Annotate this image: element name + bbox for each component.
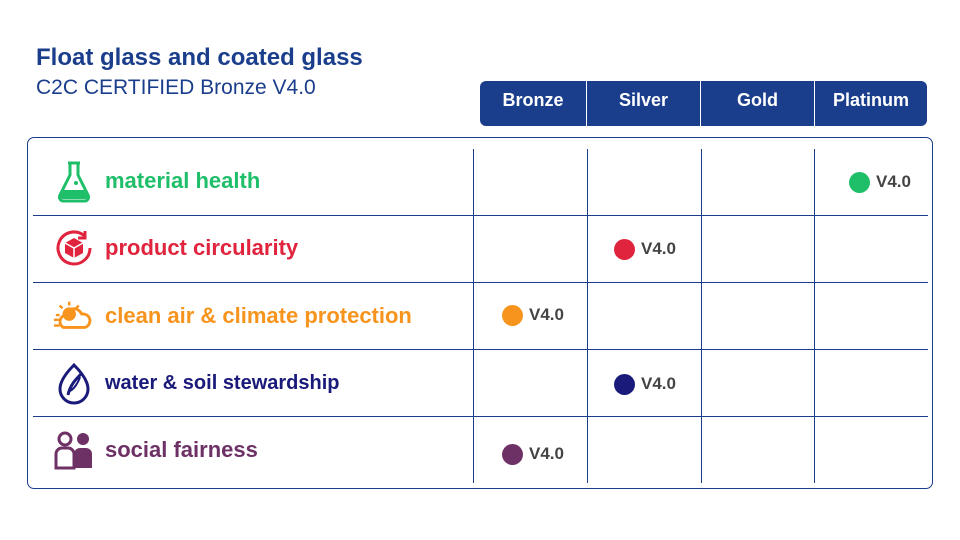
level-gold-header: Gold xyxy=(700,81,814,126)
level-bronze-header: Bronze xyxy=(502,90,564,110)
page-title: Float glass and coated glass xyxy=(36,44,363,71)
certification-subtitle: C2C CERTIFIED Bronze V4.0 xyxy=(36,76,316,99)
status-dot xyxy=(849,171,870,193)
recycle-cube-icon xyxy=(52,226,96,270)
category-label: social fairness xyxy=(105,437,258,462)
category-water-soil: water & soil stewardship xyxy=(52,361,340,405)
grid-line xyxy=(701,149,702,483)
status-dot xyxy=(614,373,635,395)
version-label: V4.0 xyxy=(529,305,564,324)
category-label: product circularity xyxy=(105,235,299,260)
grid-line xyxy=(587,149,588,483)
scorecard-table xyxy=(27,137,933,489)
version-label: V4.0 xyxy=(876,172,911,191)
status-dot xyxy=(502,443,523,465)
level-mark-clean-air: V4.0 xyxy=(502,304,564,326)
level-header-bar: Bronze Silver Gold Platinum xyxy=(480,81,927,126)
row-divider xyxy=(33,416,928,417)
level-mark-product-circularity: V4.0 xyxy=(614,238,676,260)
category-label: water & soil stewardship xyxy=(105,371,340,394)
status-dot xyxy=(502,304,523,326)
level-mark-material-health: V4.0 xyxy=(849,171,911,193)
level-platinum-header: Platinum xyxy=(814,81,927,126)
row-divider xyxy=(33,282,928,283)
people-icon xyxy=(52,428,96,472)
category-clean-air: clean air & climate protection xyxy=(52,294,412,338)
version-label: V4.0 xyxy=(529,444,564,463)
category-label: clean air & climate protection xyxy=(105,303,412,328)
category-label: material health xyxy=(105,168,261,193)
grid-line xyxy=(814,149,815,483)
row-divider xyxy=(33,349,928,350)
row-divider xyxy=(33,215,928,216)
level-mark-social-fairness: V4.0 xyxy=(502,443,564,465)
leaf-drop-icon xyxy=(52,361,96,405)
category-product-circularity: product circularity xyxy=(52,226,298,270)
category-social-fairness: social fairness xyxy=(52,428,258,472)
level-mark-water-soil: V4.0 xyxy=(614,373,676,395)
status-dot xyxy=(614,238,635,260)
category-material-health: material health xyxy=(52,159,260,203)
cloud-sun-icon xyxy=(52,294,96,338)
level-silver-header: Silver xyxy=(586,81,700,126)
grid-line xyxy=(473,149,474,483)
version-label: V4.0 xyxy=(641,239,676,258)
flask-icon xyxy=(52,159,96,203)
version-label: V4.0 xyxy=(641,374,676,393)
